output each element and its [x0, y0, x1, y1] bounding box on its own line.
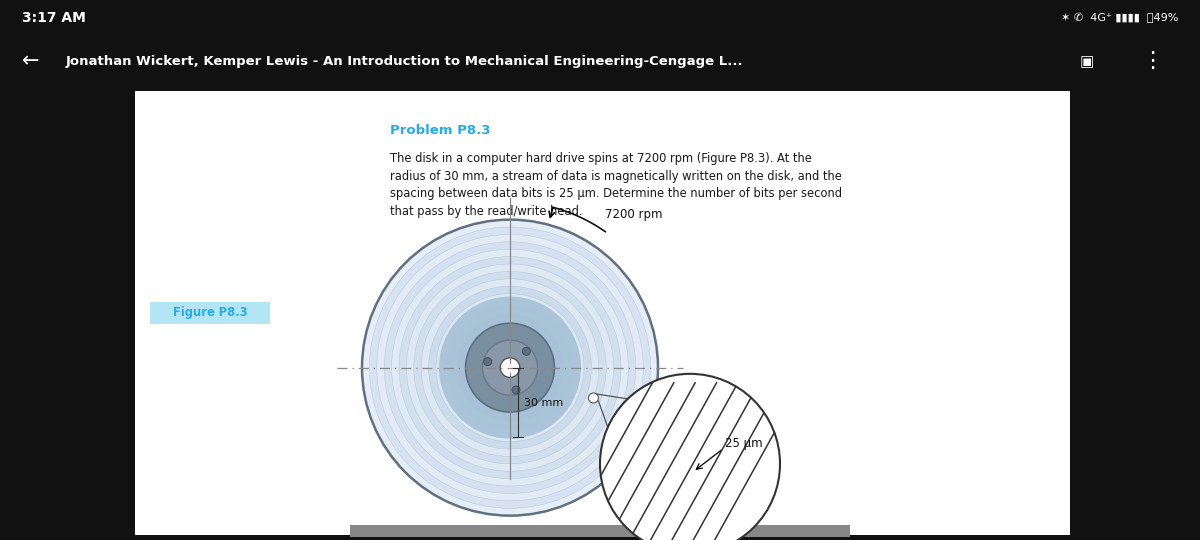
Circle shape	[407, 264, 613, 471]
Text: ←: ←	[22, 51, 40, 71]
Text: that pass by the read/write head.: that pass by the read/write head.	[390, 205, 582, 218]
Circle shape	[448, 306, 572, 430]
Bar	[150, 302, 270, 324]
Circle shape	[600, 374, 780, 540]
Circle shape	[484, 341, 536, 394]
Circle shape	[444, 301, 577, 434]
Text: Jonathan Wickert, Kemper Lewis - An Introduction to Mechanical Engineering-Cenga: Jonathan Wickert, Kemper Lewis - An Intr…	[66, 55, 744, 68]
Text: 25 μm: 25 μm	[725, 437, 763, 450]
Circle shape	[377, 234, 643, 501]
Text: ⋮: ⋮	[1141, 51, 1163, 71]
Text: radius of 30 mm, a stream of data is magnetically written on the disk, and the: radius of 30 mm, a stream of data is mag…	[390, 170, 842, 183]
Circle shape	[487, 346, 533, 390]
Circle shape	[451, 308, 569, 427]
Text: spacing between data bits is 25 μm. Determine the number of bits per second: spacing between data bits is 25 μm. Dete…	[390, 187, 842, 200]
Circle shape	[502, 359, 518, 376]
Text: 7200 rpm: 7200 rpm	[605, 208, 662, 221]
Circle shape	[362, 220, 658, 516]
Circle shape	[496, 353, 524, 382]
Circle shape	[480, 338, 540, 397]
Circle shape	[466, 323, 554, 412]
Circle shape	[588, 393, 599, 403]
Text: Figure P8.3: Figure P8.3	[173, 306, 247, 319]
Circle shape	[439, 296, 581, 438]
Text: Problem P8.3: Problem P8.3	[390, 124, 491, 137]
Circle shape	[503, 360, 517, 375]
Circle shape	[421, 279, 599, 456]
Circle shape	[482, 340, 538, 395]
Text: 30 mm: 30 mm	[524, 398, 563, 408]
Circle shape	[500, 358, 520, 377]
Circle shape	[436, 294, 584, 442]
Text: 3:17 AM: 3:17 AM	[22, 11, 85, 25]
Text: ✶ ✆  4G⁺ ▮▮▮▮  🔋49%: ✶ ✆ 4G⁺ ▮▮▮▮ 🔋49%	[1061, 13, 1178, 23]
Text: The disk in a computer hard drive spins at 7200 rpm (Figure P8.3). At the: The disk in a computer hard drive spins …	[390, 152, 812, 165]
Circle shape	[391, 249, 629, 486]
Text: ▣: ▣	[1080, 54, 1094, 69]
Circle shape	[484, 357, 492, 366]
Circle shape	[370, 227, 650, 508]
Circle shape	[512, 386, 520, 394]
Circle shape	[466, 323, 554, 412]
Circle shape	[522, 347, 530, 355]
Bar	[134, 91, 1070, 535]
Circle shape	[474, 332, 546, 403]
Circle shape	[458, 316, 562, 420]
Circle shape	[414, 272, 606, 464]
Circle shape	[492, 350, 528, 386]
Circle shape	[473, 330, 547, 404]
Circle shape	[384, 242, 636, 494]
Circle shape	[398, 256, 622, 478]
Circle shape	[428, 286, 592, 449]
Bar	[350, 525, 850, 537]
Circle shape	[457, 314, 563, 421]
Circle shape	[466, 323, 554, 412]
